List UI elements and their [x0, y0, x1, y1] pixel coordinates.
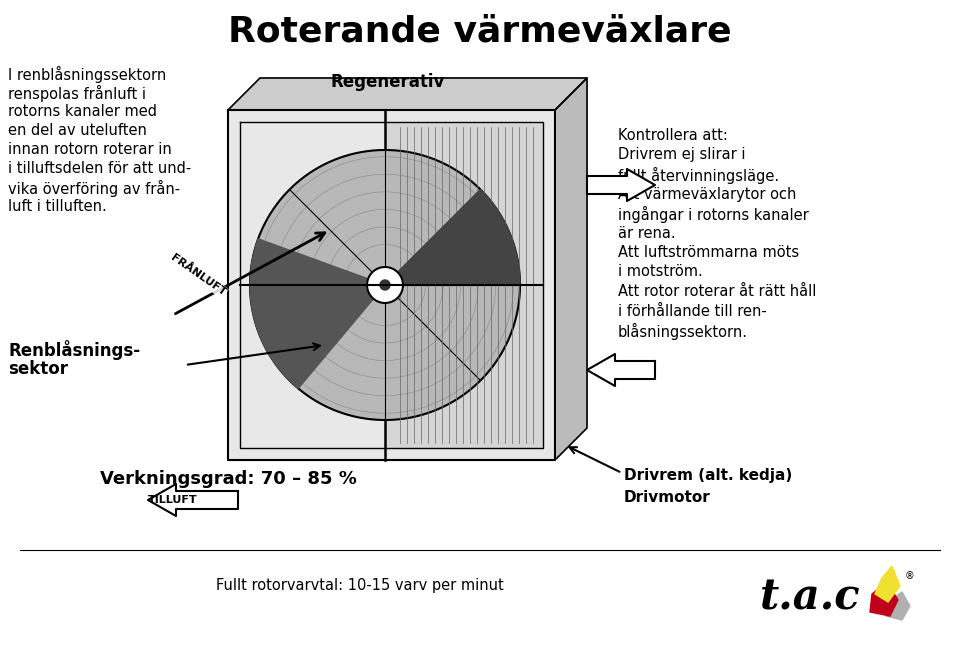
Polygon shape — [148, 484, 238, 516]
Text: ingångar i rotorns kanaler: ingångar i rotorns kanaler — [618, 206, 808, 223]
Text: Renblåsnings-: Renblåsnings- — [8, 340, 140, 360]
Text: Roterande värmeväxlare: Roterande värmeväxlare — [228, 15, 732, 49]
Polygon shape — [228, 78, 587, 110]
Text: innan rotorn roterar in: innan rotorn roterar in — [8, 142, 172, 157]
Polygon shape — [250, 239, 385, 388]
Text: Regenerativ: Regenerativ — [331, 73, 445, 91]
Text: TILLUFT: TILLUFT — [149, 495, 198, 505]
Text: Drivrem ej slirar i: Drivrem ej slirar i — [618, 147, 746, 163]
Text: vika överföring av från-: vika överföring av från- — [8, 180, 180, 197]
Text: Att rotor roterar åt rätt håll: Att rotor roterar åt rätt håll — [618, 284, 816, 299]
Polygon shape — [587, 169, 655, 201]
Text: Kontrollera att:: Kontrollera att: — [618, 128, 728, 143]
Polygon shape — [385, 189, 520, 285]
Text: i förhållande till ren-: i förhållande till ren- — [618, 304, 767, 318]
Text: blåsningssektorn.: blåsningssektorn. — [618, 323, 748, 340]
Text: Att luftströmmarna möts: Att luftströmmarna möts — [618, 245, 799, 260]
Polygon shape — [367, 267, 403, 303]
Polygon shape — [250, 150, 520, 420]
Text: sektor: sektor — [8, 360, 68, 378]
Text: t.a.c: t.a.c — [759, 577, 860, 619]
Polygon shape — [870, 582, 898, 616]
Text: Drivmotor: Drivmotor — [624, 490, 710, 505]
Polygon shape — [380, 280, 390, 290]
Text: är rena.: är rena. — [618, 225, 676, 240]
Polygon shape — [886, 592, 910, 620]
Text: ®: ® — [905, 571, 915, 581]
Text: i tilluftsdelen för att und-: i tilluftsdelen för att und- — [8, 161, 191, 176]
Text: en del av uteluften: en del av uteluften — [8, 123, 147, 138]
Polygon shape — [385, 122, 543, 448]
Text: Verkningsgrad: 70 – 85 %: Verkningsgrad: 70 – 85 % — [100, 470, 357, 488]
Polygon shape — [587, 354, 655, 386]
Text: rotorns kanaler med: rotorns kanaler med — [8, 104, 157, 119]
Text: I renblåsningssektorn: I renblåsningssektorn — [8, 66, 166, 83]
Text: fullt återvinningsläge.: fullt återvinningsläge. — [618, 167, 780, 184]
Polygon shape — [555, 78, 587, 460]
Text: renspolas frånluft i: renspolas frånluft i — [8, 85, 146, 102]
Text: Att värmeväxlarytor och: Att värmeväxlarytor och — [618, 187, 797, 202]
Text: luft i tilluften.: luft i tilluften. — [8, 199, 107, 214]
Text: Fullt rotorvarvtal: 10-15 varv per minut: Fullt rotorvarvtal: 10-15 varv per minut — [216, 578, 504, 593]
Polygon shape — [875, 566, 900, 602]
Text: Drivrem (alt. kedja): Drivrem (alt. kedja) — [624, 468, 792, 483]
Polygon shape — [228, 110, 555, 460]
Text: i motström.: i motström. — [618, 264, 703, 280]
Text: FRÅNLUFT: FRÅNLUFT — [169, 253, 228, 298]
